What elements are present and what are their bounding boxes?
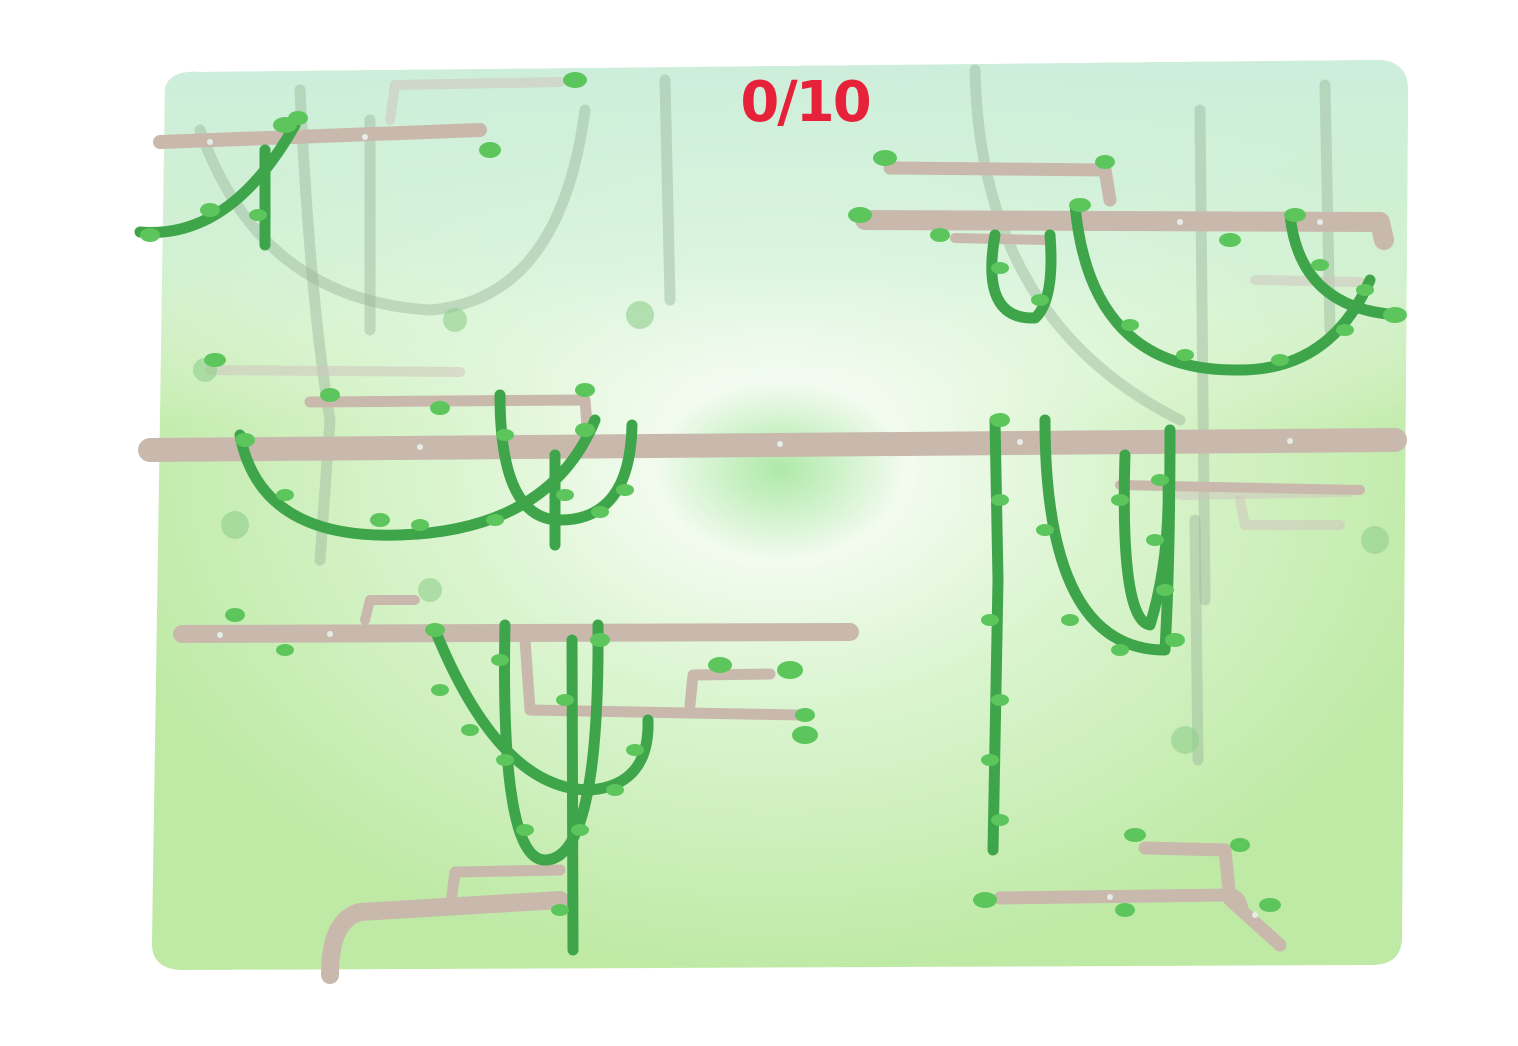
vine-lower-u <box>499 619 604 866</box>
vine-mid-right-u-small <box>1118 449 1174 631</box>
branch-top-right <box>855 210 1394 250</box>
branch-bottom-left <box>321 891 569 984</box>
branch-top-right-small <box>950 233 1050 245</box>
branches <box>138 123 1407 984</box>
branch-lower-right-hook <box>684 668 776 711</box>
vine-top-right-u-large <box>1069 199 1376 376</box>
branch-top-right-upper <box>883 161 1117 207</box>
branch-bottom-right-upper <box>1138 841 1287 952</box>
background-vines <box>193 64 1389 766</box>
branch-lower-left-step <box>360 595 420 625</box>
branch-mid-left-upper <box>304 394 593 431</box>
branch-main <box>138 428 1407 462</box>
vine-mid-right-long <box>987 414 1004 856</box>
branch-bottom-left-step <box>444 864 566 916</box>
vine-top-left-curve <box>134 119 301 239</box>
score-counter: 0/10 <box>740 70 871 135</box>
background-panel <box>151 60 1408 970</box>
vine-top-right-u-small <box>986 229 1057 324</box>
branch-top-left <box>153 123 487 149</box>
vine-lower-straight <box>566 634 579 956</box>
branch-lower-left <box>173 623 859 643</box>
branch-mid-right-small <box>1115 480 1365 495</box>
leaves <box>140 72 1407 917</box>
branch-lower-mid-hook <box>519 634 806 721</box>
vine-top-right-hook <box>1284 209 1406 321</box>
hanging-vines <box>134 119 1406 956</box>
